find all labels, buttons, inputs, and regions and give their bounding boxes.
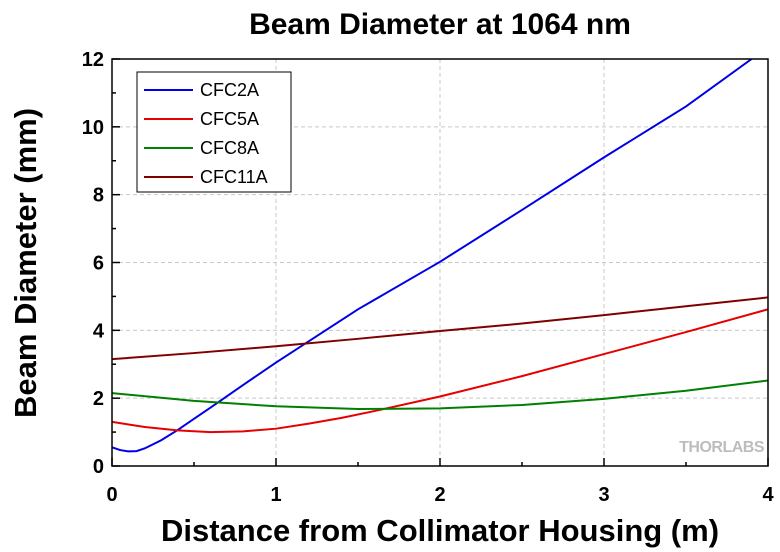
thorlabs-watermark: THORLABS <box>679 439 765 456</box>
series-line-cfc5a <box>112 308 768 434</box>
legend-box <box>136 71 292 193</box>
y-tick-label: 12 <box>82 49 104 71</box>
series-line-cfc2a <box>112 59 753 453</box>
x-tick-label: 3 <box>598 484 609 506</box>
y-axis-label: Beam Diameter (mm) <box>8 108 43 418</box>
x-tick-label: 1 <box>270 484 281 506</box>
legend-label-cfc11a: CFC11A <box>200 167 268 187</box>
y-tick-label: 4 <box>93 320 105 342</box>
x-tick-label: 0 <box>106 484 117 506</box>
y-tick-label: 2 <box>93 388 104 410</box>
x-tick-label: 4 <box>762 484 774 506</box>
y-tick-label: 8 <box>93 185 104 207</box>
x-tick-label: 2 <box>434 484 445 506</box>
y-tick-label: 6 <box>93 253 104 275</box>
chart-title: Beam Diameter at 1064 nm <box>249 8 631 41</box>
y-tick-label: 10 <box>82 117 104 139</box>
legend-label-cfc2a: CFC2A <box>200 80 259 100</box>
legend-label-cfc8a: CFC8A <box>200 138 259 158</box>
legend-label-cfc5a: CFC5A <box>200 109 259 129</box>
legend: CFC2A CFC5A CFC8A CFC11A <box>136 71 292 193</box>
plot-area <box>112 59 768 453</box>
series-line-cfc8a <box>112 379 768 411</box>
x-axis-label: Distance from Collimator Housing (m) <box>161 513 719 548</box>
y-tick-label: 0 <box>93 456 104 478</box>
series-line-cfc11a <box>112 296 768 361</box>
